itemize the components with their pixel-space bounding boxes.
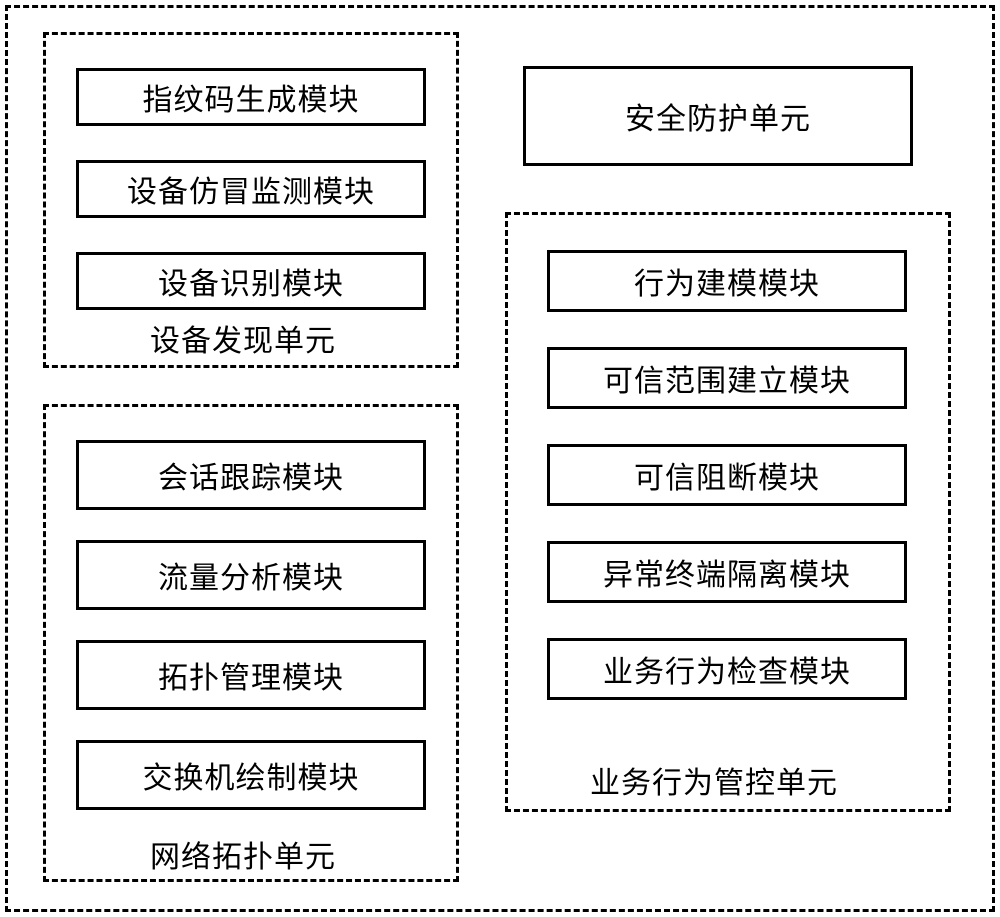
network-topology-module: 流量分析模块 xyxy=(76,540,426,610)
security-protection-unit-box: 安全防护单元 xyxy=(523,66,913,166)
module-label: 行为建模模块 xyxy=(634,259,820,303)
business-behavior-module: 业务行为检查模块 xyxy=(547,638,907,700)
module-label: 业务行为检查模块 xyxy=(603,647,851,691)
business-behavior-module: 异常终端隔离模块 xyxy=(547,541,907,603)
business-behavior-module: 可信范围建立模块 xyxy=(547,347,907,409)
network-topology-module: 会话跟踪模块 xyxy=(76,440,426,510)
module-label: 会话跟踪模块 xyxy=(158,453,344,497)
module-label: 交换机绘制模块 xyxy=(143,753,360,797)
module-label: 异常终端隔离模块 xyxy=(603,550,851,594)
business-behavior-module: 行为建模模块 xyxy=(547,250,907,312)
network-topology-title: 网络拓扑单元 xyxy=(150,832,336,876)
module-label: 可信阻断模块 xyxy=(634,453,820,497)
security-protection-label: 安全防护单元 xyxy=(625,94,811,138)
business-behavior-module: 可信阻断模块 xyxy=(547,444,907,506)
network-topology-module: 拓扑管理模块 xyxy=(76,640,426,710)
module-label: 指纹码生成模块 xyxy=(143,75,360,119)
module-label: 流量分析模块 xyxy=(158,553,344,597)
device-discovery-title: 设备发现单元 xyxy=(150,316,336,360)
module-label: 拓扑管理模块 xyxy=(158,653,344,697)
business-behavior-title: 业务行为管控单元 xyxy=(590,758,838,802)
device-discovery-module: 指纹码生成模块 xyxy=(76,68,426,126)
device-discovery-module: 设备仿冒监测模块 xyxy=(76,160,426,218)
module-label: 可信范围建立模块 xyxy=(603,356,851,400)
module-label: 设备识别模块 xyxy=(158,259,344,303)
network-topology-module: 交换机绘制模块 xyxy=(76,740,426,810)
module-label: 设备仿冒监测模块 xyxy=(127,167,375,211)
device-discovery-module: 设备识别模块 xyxy=(76,252,426,310)
